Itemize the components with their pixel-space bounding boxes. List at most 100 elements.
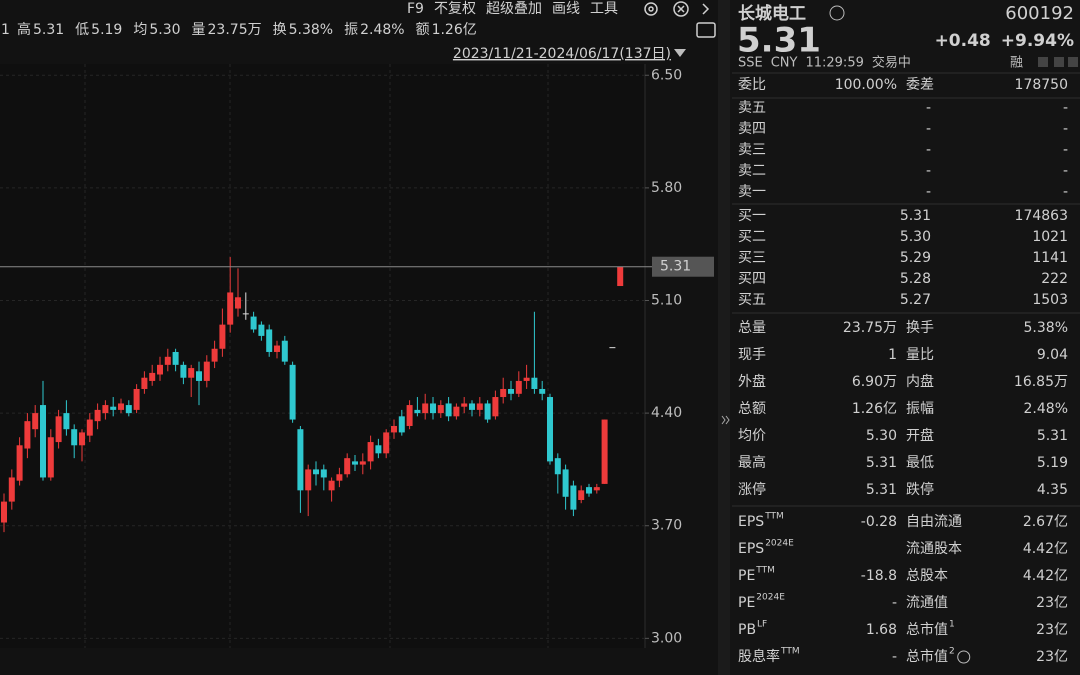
field-value: 2.67亿 bbox=[1023, 514, 1068, 530]
summary-value: 5.30 bbox=[149, 22, 180, 38]
candle-body bbox=[196, 371, 202, 381]
toolbar-button[interactable]: 画线 bbox=[552, 1, 580, 17]
book-volume: 174863 bbox=[1015, 208, 1068, 224]
stock-price: 5.31 bbox=[737, 21, 821, 61]
candle-body bbox=[250, 316, 257, 330]
field-value: 5.19 bbox=[1037, 455, 1068, 471]
candle-body bbox=[469, 403, 475, 410]
field-value: 178750 bbox=[1015, 77, 1068, 93]
summary-value: 2.48% bbox=[360, 22, 404, 38]
vertical-grid bbox=[84, 64, 549, 648]
info-icon[interactable] bbox=[957, 650, 971, 664]
candle-body bbox=[422, 403, 429, 414]
candle-body bbox=[32, 413, 39, 430]
candle-body bbox=[328, 480, 335, 491]
candle-body bbox=[266, 329, 273, 352]
candle-body bbox=[274, 345, 280, 352]
candle-body bbox=[180, 364, 187, 378]
field-label: EPS bbox=[738, 541, 764, 557]
summary-label: 额 bbox=[416, 22, 430, 38]
candle-body bbox=[164, 356, 171, 365]
margin-tag: 融 bbox=[1010, 56, 1023, 71]
field-value: 23.75万 bbox=[843, 320, 897, 336]
candle-body bbox=[539, 388, 546, 394]
tool-icon[interactable] bbox=[1068, 57, 1078, 67]
book-volume: 222 bbox=[1041, 271, 1068, 287]
collapse-arrow bbox=[721, 415, 730, 425]
book-price: - bbox=[926, 100, 931, 116]
wp-icon[interactable] bbox=[696, 22, 716, 38]
toolbar-button[interactable]: 工具 bbox=[590, 1, 618, 17]
last-price-box bbox=[652, 256, 714, 277]
field-value: 23亿 bbox=[1036, 622, 1068, 638]
field-label: 自由流通 bbox=[906, 514, 962, 530]
book-price: - bbox=[926, 184, 931, 200]
field-label-sup: TTM bbox=[755, 566, 775, 576]
field-label: 股息率 bbox=[738, 648, 780, 665]
y-tick-label: 5.10 bbox=[651, 292, 682, 308]
order-book-icons bbox=[1038, 57, 1078, 67]
y-tick-label: 4.40 bbox=[651, 405, 682, 421]
candle-body bbox=[414, 409, 421, 414]
candle-body bbox=[367, 442, 374, 462]
info-icon[interactable] bbox=[829, 5, 845, 21]
close-cross bbox=[677, 5, 685, 13]
collapse-strip[interactable] bbox=[718, 0, 730, 675]
candle-body bbox=[203, 361, 210, 381]
field-label: 总量 bbox=[738, 320, 766, 336]
toolbar-button[interactable]: 超级叠加 bbox=[486, 1, 542, 17]
toolbar-button[interactable]: 不复权 bbox=[434, 0, 476, 17]
candle-body bbox=[235, 297, 241, 309]
range-dropdown[interactable] bbox=[674, 49, 686, 57]
candle-body bbox=[133, 388, 140, 410]
summary-value: 5.38% bbox=[289, 22, 333, 38]
field-value: - bbox=[892, 595, 897, 611]
toolbar-button[interactable]: F9 bbox=[407, 1, 424, 17]
field-label: 最高 bbox=[738, 454, 766, 471]
candle-body bbox=[8, 477, 15, 502]
quote-status: 交易中 bbox=[872, 55, 911, 71]
field-label: 委差 bbox=[906, 77, 934, 93]
field-label: 委比 bbox=[738, 77, 766, 93]
settings-icon[interactable] bbox=[644, 2, 658, 16]
change-pct: +9.94% bbox=[1001, 31, 1074, 51]
field-value: 5.30 bbox=[866, 428, 897, 444]
candle-body bbox=[172, 351, 179, 365]
field-label: 跌停 bbox=[906, 481, 934, 498]
date-range[interactable]: 2023/11/21-2024/06/17(137日) bbox=[453, 46, 671, 62]
candle-body bbox=[523, 377, 530, 381]
field-label: PE bbox=[738, 595, 755, 611]
field-label: 振幅 bbox=[906, 401, 934, 417]
field-value: 1.68 bbox=[866, 622, 897, 638]
ui-layer: 1F9 不复权 超级叠加 画线 工具高 5.31 低 5.19 均 5.30 量 23.75万换 5.3… bbox=[1, 0, 1074, 665]
field-value: 100.00% bbox=[835, 77, 897, 93]
candle-body bbox=[570, 485, 577, 510]
candle-body bbox=[406, 405, 413, 426]
tool-icon[interactable] bbox=[1038, 57, 1048, 67]
field-value: 2.48% bbox=[1024, 401, 1068, 417]
field-value: - bbox=[892, 649, 897, 665]
chart-area bbox=[0, 64, 645, 648]
book-volume: - bbox=[1063, 100, 1068, 116]
book-volume: - bbox=[1063, 142, 1068, 158]
close-icon[interactable] bbox=[673, 1, 689, 17]
book-price: 5.29 bbox=[900, 250, 931, 266]
field-label: PE bbox=[738, 568, 755, 584]
next-icon[interactable] bbox=[702, 3, 710, 15]
candle-body bbox=[484, 403, 491, 420]
book-label: 卖五 bbox=[738, 100, 766, 116]
book-volume: 1021 bbox=[1032, 229, 1068, 245]
candle-body bbox=[383, 432, 390, 454]
field-label: 量比 bbox=[906, 347, 934, 363]
book-volume: - bbox=[1063, 184, 1068, 200]
candle-body bbox=[40, 405, 46, 478]
field-label: 总股本 bbox=[906, 568, 948, 584]
book-label: 买二 bbox=[738, 229, 766, 245]
field-label: 涨停 bbox=[738, 481, 766, 498]
tool-icon[interactable] bbox=[1054, 57, 1064, 67]
panel-dividers bbox=[732, 72, 1080, 507]
field-value: 23亿 bbox=[1036, 595, 1068, 611]
y-tick-label: 6.50 bbox=[651, 67, 682, 83]
candle-body bbox=[297, 429, 304, 491]
